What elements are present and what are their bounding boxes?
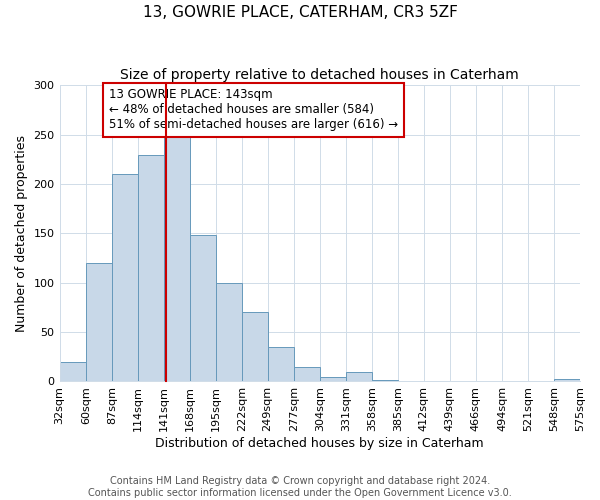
Bar [554, 380, 580, 382]
Bar [112, 174, 138, 382]
Text: 13 GOWRIE PLACE: 143sqm
← 48% of detached houses are smaller (584)
51% of semi-d: 13 GOWRIE PLACE: 143sqm ← 48% of detache… [109, 88, 398, 132]
Bar [138, 154, 164, 382]
Title: Size of property relative to detached houses in Caterham: Size of property relative to detached ho… [121, 68, 519, 82]
Bar [59, 362, 86, 382]
Bar [320, 376, 346, 382]
Bar [372, 380, 398, 382]
Text: Contains HM Land Registry data © Crown copyright and database right 2024.
Contai: Contains HM Land Registry data © Crown c… [88, 476, 512, 498]
Text: 13, GOWRIE PLACE, CATERHAM, CR3 5ZF: 13, GOWRIE PLACE, CATERHAM, CR3 5ZF [143, 5, 457, 20]
Bar [164, 135, 190, 382]
Bar [86, 263, 112, 382]
Bar [295, 366, 320, 382]
Y-axis label: Number of detached properties: Number of detached properties [15, 135, 28, 332]
Bar [268, 347, 295, 382]
Bar [190, 236, 216, 382]
Bar [242, 312, 268, 382]
X-axis label: Distribution of detached houses by size in Caterham: Distribution of detached houses by size … [155, 437, 484, 450]
Bar [216, 283, 242, 382]
Bar [346, 372, 372, 382]
